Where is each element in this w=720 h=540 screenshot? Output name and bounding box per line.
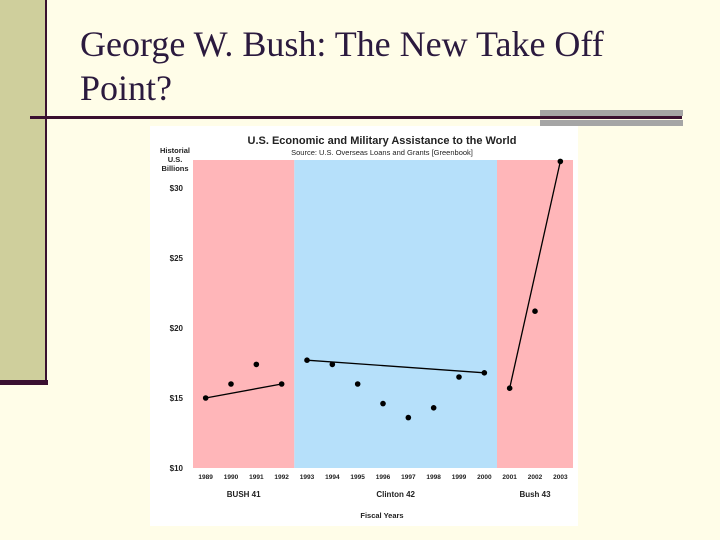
x-tick-label-1994: 1994 xyxy=(325,474,340,481)
x-tick-label-2001: 2001 xyxy=(502,474,517,481)
period-bands xyxy=(193,160,573,468)
data-point-1989 xyxy=(202,395,209,401)
title-rule xyxy=(30,116,682,119)
left-decorative-bar xyxy=(0,0,47,384)
y-axis-label-line-3: Billions xyxy=(161,164,188,173)
x-tick-label-1997: 1997 xyxy=(401,474,416,481)
period-band-1 xyxy=(294,160,497,468)
period-labels: BUSH 41 Clinton 42 Bush 43 xyxy=(227,490,551,499)
x-tick-label-2002: 2002 xyxy=(528,474,543,481)
data-point-1993 xyxy=(304,357,310,363)
x-axis-label: Fiscal Years xyxy=(360,511,403,520)
x-tick-label-1992: 1992 xyxy=(274,474,289,481)
chart-container: $10 $15 $20 $25 $30 1989 1990 1991 1992 1993 1994… xyxy=(150,126,578,526)
x-tick-label-1993: 1993 xyxy=(300,474,315,481)
y-tick-label-15: $15 xyxy=(170,394,184,403)
data-point-1990 xyxy=(228,381,234,387)
trend-line-0 xyxy=(205,383,282,399)
y-tick-label-10: $10 xyxy=(170,464,184,473)
data-point-1995 xyxy=(354,381,361,387)
period-label-2: Bush 43 xyxy=(519,490,551,499)
x-tick-label-1996: 1996 xyxy=(376,474,391,481)
y-tick-label-25: $25 xyxy=(170,254,184,263)
x-tick-label-1989: 1989 xyxy=(198,474,213,481)
y-axis-label-line-1: Historial xyxy=(160,146,190,155)
x-tick-label-1990: 1990 xyxy=(224,474,239,481)
x-tick-label-2003: 2003 xyxy=(553,474,568,481)
data-point-1992 xyxy=(278,381,285,387)
title-rule-accent-top xyxy=(540,110,683,116)
assistance-chart: $10 $15 $20 $25 $30 1989 1990 1991 1992 1993 1994… xyxy=(160,135,573,520)
data-point-1999 xyxy=(456,374,462,380)
slide-title: George W. Bush: The New Take Off Point? xyxy=(80,24,604,108)
data-point-2003 xyxy=(557,158,564,165)
title-rule-accent-bottom xyxy=(540,120,683,126)
period-label-1: Clinton 42 xyxy=(376,490,415,499)
period-band-2 xyxy=(497,160,573,468)
data-point-2000 xyxy=(481,370,488,376)
data-point-1996 xyxy=(380,400,386,407)
y-tick-label-20: $20 xyxy=(170,324,184,333)
data-points xyxy=(202,158,564,421)
x-tick-label-1999: 1999 xyxy=(452,474,467,481)
data-point-2001 xyxy=(506,385,513,392)
data-point-1991 xyxy=(253,361,260,368)
x-tick-label-1998: 1998 xyxy=(426,474,441,481)
chart-subtitle: Source: U.S. Overseas Loans and Grants [… xyxy=(291,148,473,157)
period-band-0 xyxy=(193,160,295,468)
trend-line-1 xyxy=(306,359,485,374)
data-point-1994 xyxy=(329,361,336,368)
data-point-2002 xyxy=(532,308,538,314)
x-axis: 1989 1990 1991 1992 1993 1994 1995 1996 1997 1998… xyxy=(198,474,568,481)
period-label-0: BUSH 41 xyxy=(227,490,261,499)
y-tick-label-30: $30 xyxy=(170,184,184,193)
data-point-1997 xyxy=(405,414,412,421)
y-axis: $10 $15 $20 $25 $30 xyxy=(170,184,184,473)
trend-lines xyxy=(205,161,561,399)
trend-line-2 xyxy=(509,161,561,389)
chart-title: U.S. Economic and Military Assistance to… xyxy=(248,135,517,147)
data-point-1998 xyxy=(430,405,437,411)
left-bar-foot xyxy=(0,380,48,385)
x-tick-label-1991: 1991 xyxy=(249,474,264,481)
y-axis-label-line-2: U.S. xyxy=(168,155,183,164)
x-tick-label-2000: 2000 xyxy=(477,474,492,481)
x-tick-label-1995: 1995 xyxy=(350,474,365,481)
